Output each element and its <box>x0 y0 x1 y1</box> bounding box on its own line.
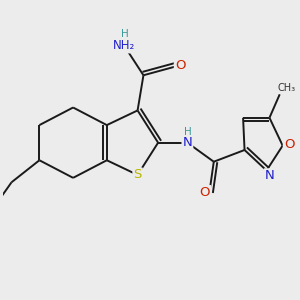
Text: O: O <box>284 138 294 151</box>
Text: H: H <box>121 29 128 39</box>
Text: CH₃: CH₃ <box>278 83 296 93</box>
Text: NH₂: NH₂ <box>113 40 136 52</box>
Text: O: O <box>200 186 210 199</box>
Text: N: N <box>265 169 274 182</box>
Text: O: O <box>175 58 185 71</box>
Text: N: N <box>182 136 192 149</box>
Text: H: H <box>184 127 191 136</box>
Text: S: S <box>134 168 142 182</box>
